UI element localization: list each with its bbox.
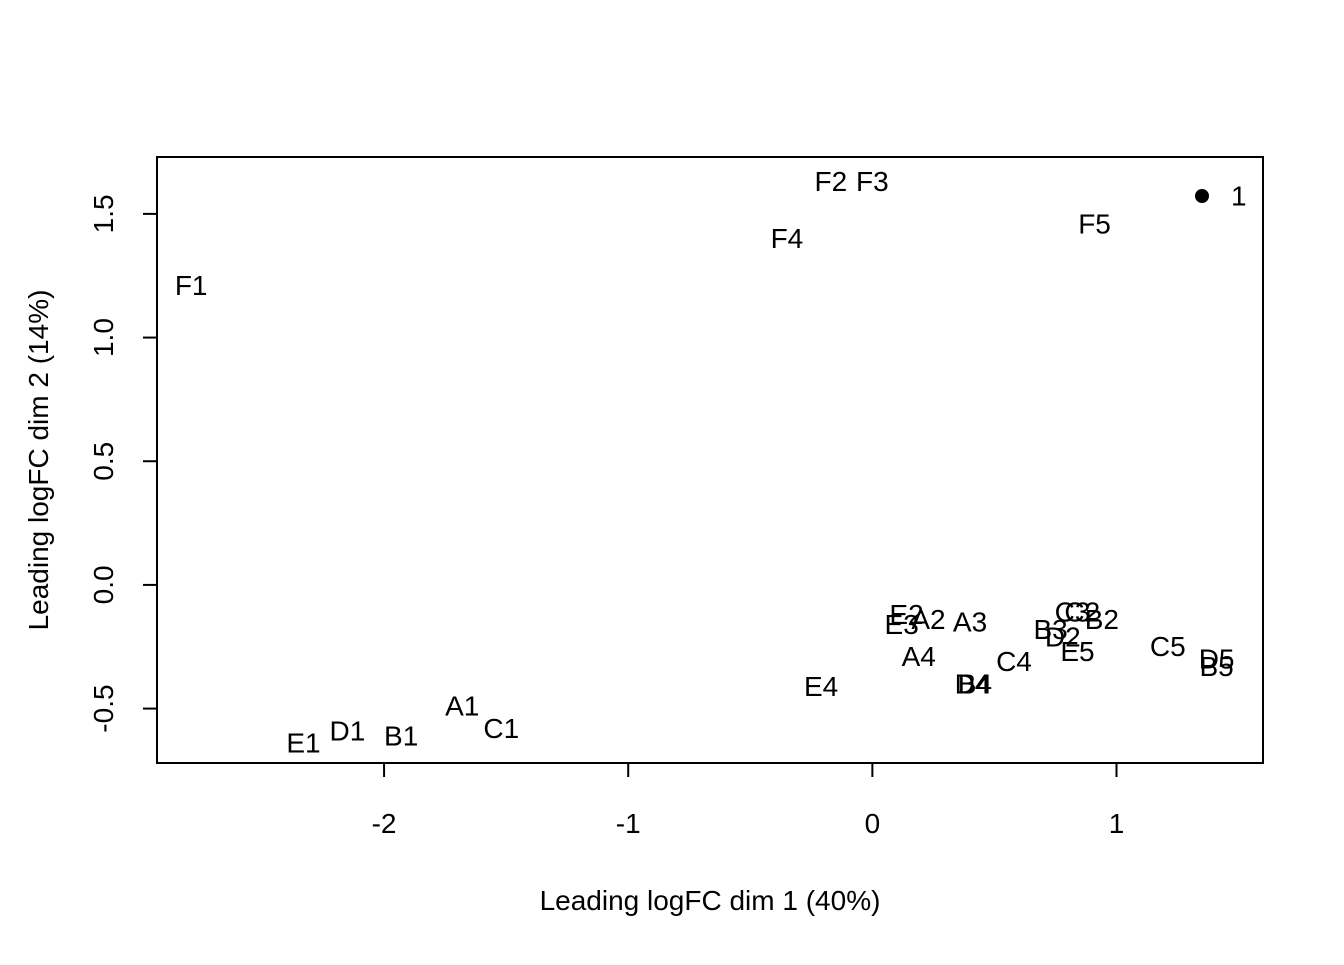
point-label-a2: A2 [911, 604, 945, 635]
x-tick-label: 0 [865, 808, 881, 839]
point-label-b3: B3 [1033, 614, 1067, 645]
point-label-f4: F4 [771, 223, 804, 254]
point-label-d1: D1 [330, 715, 366, 746]
y-tick-label: 1.0 [88, 318, 119, 357]
x-tick-label: -1 [616, 808, 641, 839]
y-axis: -0.5 0.0 0.5 1.0 1.5 [88, 194, 158, 733]
point-label-a3: A3 [953, 607, 987, 638]
point-label-b2: B2 [1085, 604, 1119, 635]
point-label-c5: C5 [1150, 631, 1186, 662]
y-axis-title: Leading logFC dim 2 (14%) [23, 290, 54, 631]
legend-label: 1 [1231, 181, 1247, 212]
point-label-e1: E1 [286, 728, 320, 759]
point-label-a1: A1 [445, 691, 479, 722]
point-label-f2: F2 [815, 166, 848, 197]
legend-marker [1195, 189, 1209, 203]
point-label-f1: F1 [175, 270, 208, 301]
x-tick-label: 1 [1109, 808, 1125, 839]
y-tick-label: 0.5 [88, 442, 119, 481]
point-label-b1: B1 [384, 720, 418, 751]
x-axis: -2 -1 0 1 [372, 762, 1125, 839]
legend: 1 [1195, 181, 1247, 212]
point-label-e2: E2 [889, 599, 923, 630]
point-label-e5: E5 [1060, 636, 1094, 667]
point-label-d5: D5 [1199, 644, 1235, 675]
point-label-f3: F3 [856, 166, 889, 197]
point-label-d4: D4 [955, 668, 991, 699]
point-label-a4: A4 [902, 641, 936, 672]
y-tick-label: 0.0 [88, 565, 119, 604]
point-label-e4: E4 [804, 671, 838, 702]
y-tick-label: -0.5 [88, 684, 119, 732]
point-label-c4: C4 [996, 646, 1032, 677]
point-label-b4: B4 [958, 668, 992, 699]
point-label-c2: C2 [1064, 597, 1100, 628]
point-label-d2: D2 [1045, 621, 1081, 652]
x-axis-title: Leading logFC dim 1 (40%) [540, 885, 881, 916]
x-tick-label: -2 [372, 808, 397, 839]
point-label-f5: F5 [1078, 208, 1111, 239]
point-label-e3: E3 [885, 609, 919, 640]
point-label-c1: C1 [483, 713, 519, 744]
point-label-b5: B5 [1199, 651, 1233, 682]
point-label-c3: C3 [1055, 597, 1091, 628]
y-tick-label: 1.5 [88, 194, 119, 233]
plot-frame [156, 156, 1264, 764]
